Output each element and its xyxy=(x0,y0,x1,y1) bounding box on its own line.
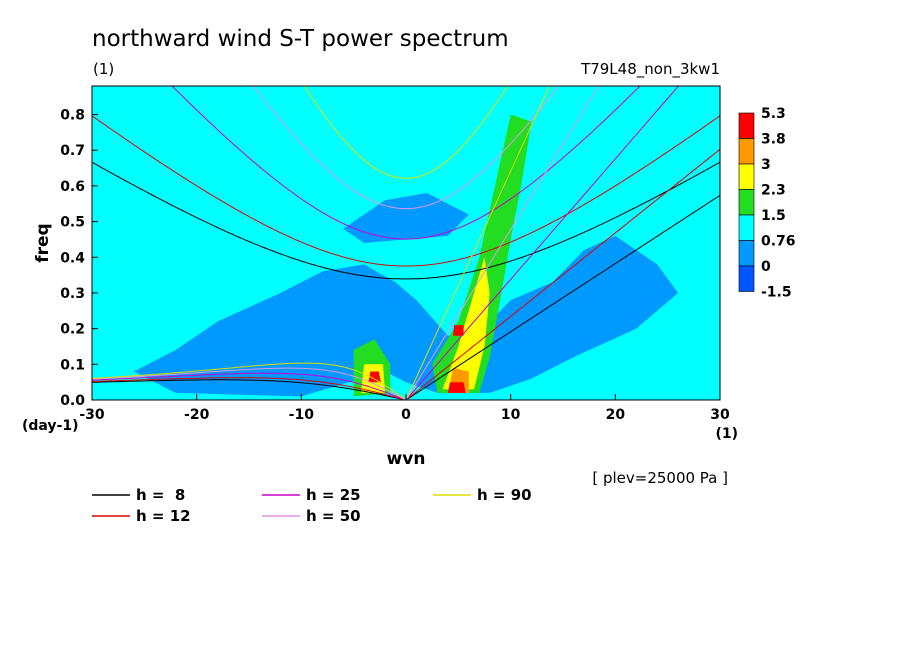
x-tick-label: 20 xyxy=(606,407,626,423)
dispersion-curve-h8-rossby xyxy=(92,379,405,400)
x-tick-label: 10 xyxy=(501,407,521,423)
experiment-label: T79L48_non_3kw1 xyxy=(580,60,720,79)
legend-label: h = 8 xyxy=(136,486,185,504)
x-tick-label: 30 xyxy=(710,407,730,423)
y-tick-label: 0.5 xyxy=(60,215,85,231)
y-tick-label: 0.8 xyxy=(60,108,85,124)
colorbar-swatch xyxy=(738,240,755,267)
plot-area xyxy=(91,85,721,401)
colorbar-label: 0 xyxy=(761,259,771,275)
dispersion-curve-h12-inertia-gravity xyxy=(92,115,720,267)
legend-label: h = 50 xyxy=(306,507,361,525)
dispersion-curve-h50-kelvin xyxy=(406,86,600,399)
x-axis-ticks: -30 -20 -10 0 10 20 30 xyxy=(79,394,730,423)
y-tick-label: 0.2 xyxy=(60,322,85,338)
y-tick-label: 0.4 xyxy=(60,250,85,266)
y-tick-label: 0.7 xyxy=(60,143,85,159)
dispersion-curve-h90-kelvin xyxy=(406,86,551,398)
colorbar-label: 0.76 xyxy=(761,234,796,250)
contour-region-0 xyxy=(133,235,679,397)
colorbar-swatch xyxy=(738,112,755,139)
colorbar-label: 3.8 xyxy=(761,132,786,148)
legend-label: h = 25 xyxy=(306,486,361,504)
contour-region-4 xyxy=(442,257,490,390)
contour-region-7 xyxy=(447,382,466,393)
left-unit-label: (1) xyxy=(93,60,114,78)
contour-regions xyxy=(133,114,679,397)
dispersion-curve-h12-kelvin xyxy=(406,148,720,400)
contour-region-1 xyxy=(343,193,469,243)
dispersion-curve-h50-inertia-gravity xyxy=(252,86,560,210)
colorbar-swatch xyxy=(738,265,755,292)
legend: h = 8 h = 12 h = 25 h = 50 h = 90 xyxy=(92,486,532,525)
chart-title: northward wind S-T power spectrum xyxy=(92,26,509,52)
colorbar-label: -1.5 xyxy=(761,285,792,301)
dispersion-curve-h90-rossby xyxy=(92,362,405,400)
y-tick-label: 0.0 xyxy=(60,393,85,409)
colorbar-label: 3 xyxy=(761,157,771,173)
colorbar-swatch xyxy=(738,138,755,165)
x-tick-label: 0 xyxy=(401,407,411,423)
x-tick-label: -20 xyxy=(184,407,210,423)
y-unit-label: (day-1) xyxy=(22,418,79,434)
level-note: [ plev=25000 Pa ] xyxy=(592,469,728,487)
colorbar-swatch xyxy=(738,189,755,216)
y-tick-label: 0.3 xyxy=(60,286,85,302)
contour-region-9 xyxy=(453,325,464,336)
dispersion-curve-h25-inertia-gravity xyxy=(171,86,641,240)
x-tick-label: -10 xyxy=(289,407,315,423)
y-axis-label: freq xyxy=(33,223,53,262)
dispersion-curve-h50-rossby xyxy=(92,367,405,400)
dispersion-curve-h90-inertia-gravity xyxy=(303,86,509,179)
dispersion-curve-h25-rossby xyxy=(92,372,405,400)
dispersion-curve-h8-inertia-gravity xyxy=(92,161,720,280)
colorbar-label: 2.3 xyxy=(761,183,786,199)
dispersion-curve-h25-kelvin xyxy=(406,86,680,399)
legend-label: h = 90 xyxy=(477,486,532,504)
y-tick-label: 0.1 xyxy=(60,357,85,373)
x-unit-label: (1) xyxy=(715,426,738,442)
x-tick-label: -30 xyxy=(79,407,105,423)
dispersion-curve-h8-kelvin xyxy=(407,194,720,400)
colorbar-swatch xyxy=(738,163,755,190)
colorbar: 5.3 3.8 3 2.3 1.5 0.76 0 -1.5 xyxy=(738,106,796,301)
colorbar-label: 1.5 xyxy=(761,208,786,224)
contour-region-8 xyxy=(368,371,381,383)
colorbar-label: 5.3 xyxy=(761,106,786,122)
colorbar-swatch xyxy=(738,214,755,241)
contour-region-2 xyxy=(432,114,532,393)
y-axis-ticks: 0.0 0.1 0.2 0.3 0.4 0.5 0.6 0.7 0.8 xyxy=(60,108,98,409)
legend-label: h = 12 xyxy=(136,507,191,525)
dispersion-curves xyxy=(92,86,720,400)
y-tick-label: 0.6 xyxy=(60,179,85,195)
dispersion-curve-h12-rossby xyxy=(92,377,405,400)
x-axis-label: wvn xyxy=(387,449,426,469)
